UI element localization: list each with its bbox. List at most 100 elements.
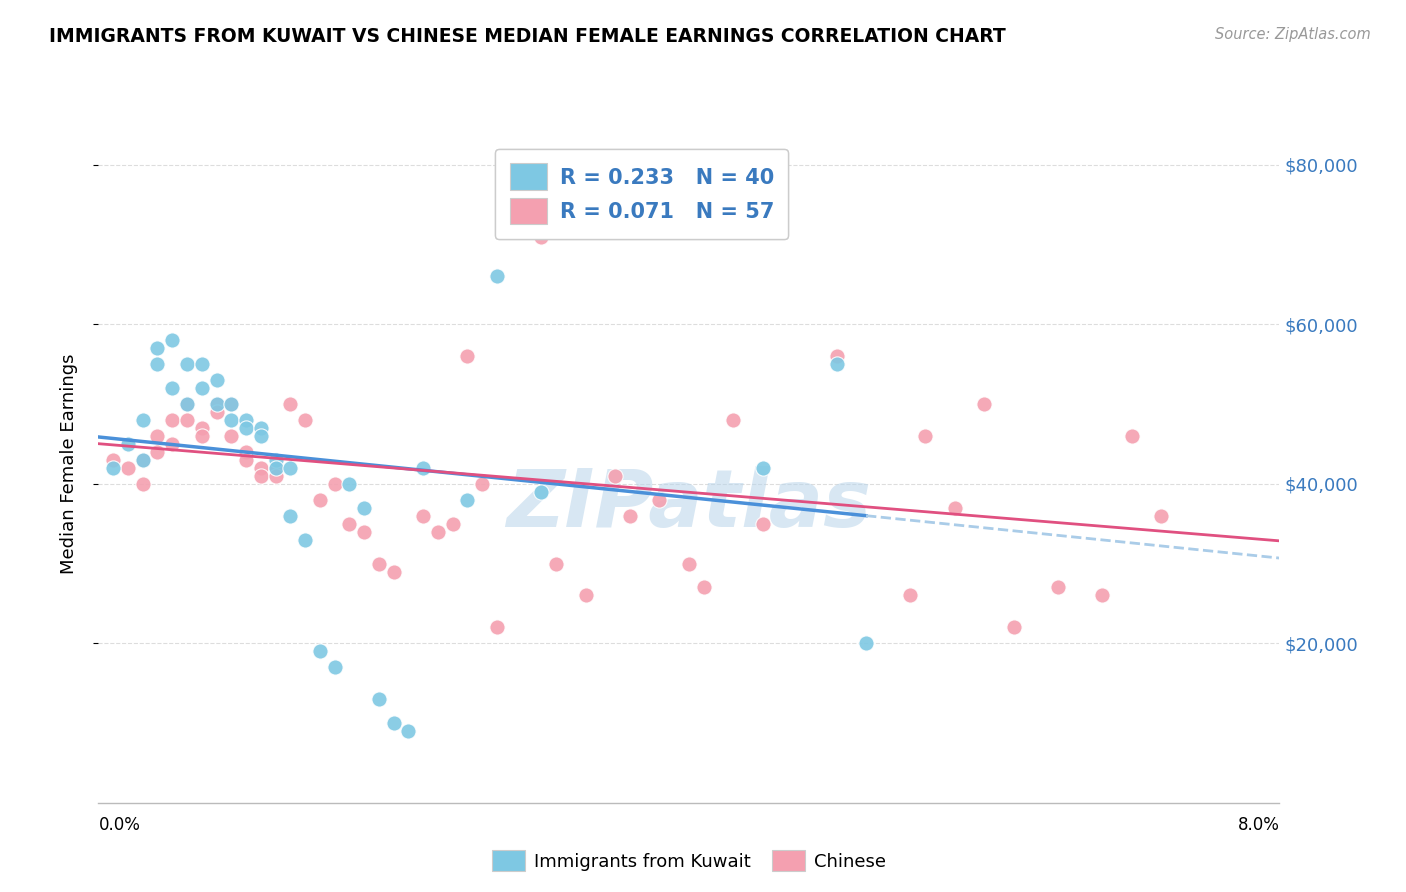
Point xyxy=(205,373,228,387)
Point xyxy=(132,453,155,467)
Point xyxy=(294,533,316,547)
Point xyxy=(117,460,139,475)
Point xyxy=(162,333,183,347)
Point xyxy=(323,660,346,674)
Point xyxy=(678,197,700,211)
Point xyxy=(176,357,198,371)
Point xyxy=(619,508,641,523)
Point xyxy=(412,508,434,523)
Point xyxy=(973,397,995,411)
Point xyxy=(530,229,553,244)
Point xyxy=(546,557,568,571)
Point xyxy=(278,397,302,411)
Point xyxy=(146,341,169,355)
Point xyxy=(235,453,257,467)
Point xyxy=(103,453,125,467)
Point xyxy=(264,460,287,475)
Point xyxy=(678,557,700,571)
Point xyxy=(825,357,848,371)
Point xyxy=(441,516,464,531)
Text: Source: ZipAtlas.com: Source: ZipAtlas.com xyxy=(1215,27,1371,42)
Point xyxy=(605,468,627,483)
Point xyxy=(162,413,183,427)
Point xyxy=(367,557,389,571)
Point xyxy=(721,413,744,427)
Point xyxy=(191,381,214,395)
Point xyxy=(1046,581,1069,595)
Point xyxy=(412,460,434,475)
Point xyxy=(914,429,936,443)
Point xyxy=(132,413,155,427)
Point xyxy=(235,413,257,427)
Point xyxy=(367,692,389,706)
Point xyxy=(162,381,183,395)
Point xyxy=(264,468,287,483)
Point xyxy=(825,349,848,363)
Text: 8.0%: 8.0% xyxy=(1237,816,1279,834)
Point xyxy=(205,397,228,411)
Point xyxy=(693,581,716,595)
Point xyxy=(1121,429,1143,443)
Point xyxy=(235,421,257,435)
Point xyxy=(1150,508,1173,523)
Point xyxy=(751,460,773,475)
Point xyxy=(146,357,169,371)
Point xyxy=(353,500,375,515)
Point xyxy=(264,453,287,467)
Point xyxy=(337,476,360,491)
Point xyxy=(648,492,671,507)
Legend: Immigrants from Kuwait, Chinese: Immigrants from Kuwait, Chinese xyxy=(485,843,893,879)
Point xyxy=(855,636,877,650)
Point xyxy=(308,492,332,507)
Text: IMMIGRANTS FROM KUWAIT VS CHINESE MEDIAN FEMALE EARNINGS CORRELATION CHART: IMMIGRANTS FROM KUWAIT VS CHINESE MEDIAN… xyxy=(49,27,1005,45)
Point xyxy=(219,397,242,411)
Point xyxy=(471,476,494,491)
Point xyxy=(308,644,332,658)
Point xyxy=(501,197,523,211)
Point xyxy=(103,460,125,475)
Point xyxy=(146,429,169,443)
Point xyxy=(530,484,553,499)
Point xyxy=(278,508,302,523)
Point xyxy=(132,476,155,491)
Point xyxy=(943,500,966,515)
Point xyxy=(219,429,242,443)
Point xyxy=(176,413,198,427)
Point xyxy=(235,445,257,459)
Point xyxy=(426,524,449,539)
Point xyxy=(485,269,508,284)
Point xyxy=(176,397,198,411)
Point xyxy=(382,565,405,579)
Point xyxy=(1091,589,1114,603)
Point xyxy=(382,716,405,731)
Point xyxy=(264,460,287,475)
Point xyxy=(146,445,169,459)
Point xyxy=(1002,620,1025,634)
Point xyxy=(191,357,214,371)
Point xyxy=(396,724,419,739)
Point xyxy=(205,397,228,411)
Point xyxy=(205,405,228,419)
Point xyxy=(250,460,273,475)
Point xyxy=(456,492,478,507)
Text: ZIPatlas: ZIPatlas xyxy=(506,466,872,543)
Point xyxy=(278,460,302,475)
Point xyxy=(456,349,478,363)
Point xyxy=(294,413,316,427)
Point xyxy=(353,524,375,539)
Point xyxy=(191,429,214,443)
Point xyxy=(250,468,273,483)
Point xyxy=(132,453,155,467)
Point xyxy=(323,476,346,491)
Point xyxy=(751,516,773,531)
Point xyxy=(162,437,183,451)
Point xyxy=(191,421,214,435)
Point xyxy=(117,437,139,451)
Point xyxy=(219,397,242,411)
Legend: R = 0.233   N = 40, R = 0.071   N = 57: R = 0.233 N = 40, R = 0.071 N = 57 xyxy=(495,149,789,239)
Point xyxy=(219,413,242,427)
Text: 0.0%: 0.0% xyxy=(98,816,141,834)
Point xyxy=(250,429,273,443)
Point xyxy=(337,516,360,531)
Point xyxy=(900,589,922,603)
